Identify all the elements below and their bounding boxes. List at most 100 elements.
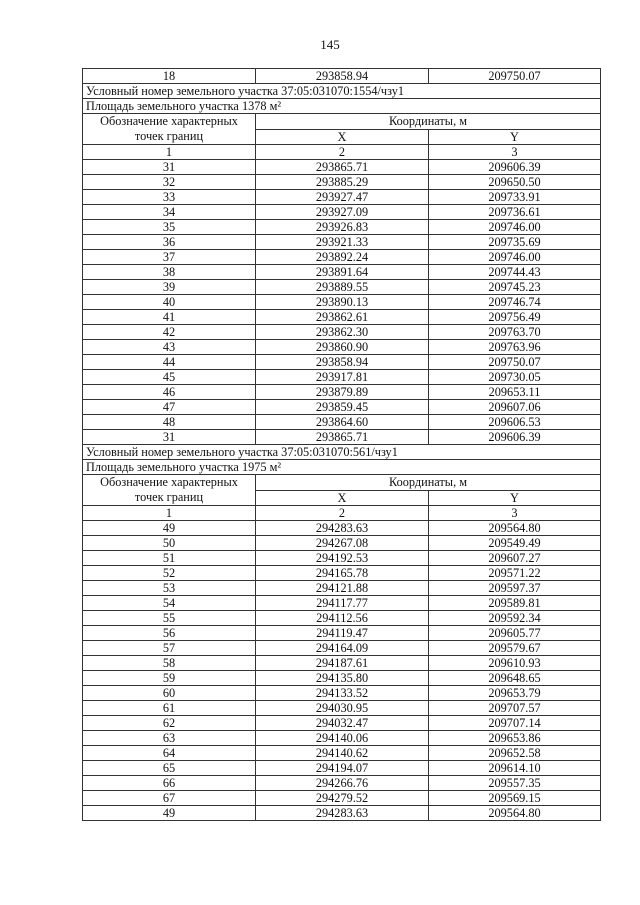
table-row: 59 294135.80 209648.65 [82, 670, 601, 686]
point-cell: 43 [82, 339, 256, 355]
table-row: 44 293858.94 209750.07 [82, 354, 601, 370]
table-row: 49 294283.63 209564.80 [82, 520, 601, 536]
column-number: 1 [82, 144, 256, 160]
table-row: 32 293885.29 209650.50 [82, 174, 601, 190]
parcel-area: Площадь земельного участка 1975 м² [82, 459, 601, 475]
point-cell: 57 [82, 640, 256, 656]
x-cell: 294279.52 [255, 790, 429, 806]
coords-header: Координаты, м [255, 474, 601, 491]
table-row: 34 293927.09 209736.61 [82, 204, 601, 220]
column-number: 2 [255, 144, 429, 160]
table-row: 39 293889.55 209745.23 [82, 279, 601, 295]
point-cell: 31 [82, 429, 256, 445]
table-row: 65 294194.07 209614.10 [82, 760, 601, 776]
coords-header: Координаты, м [255, 113, 601, 130]
y-cell: 209750.07 [428, 354, 601, 370]
header-row: Обозначение характерных точек границ Коорд… [82, 113, 601, 145]
x-cell: 294030.95 [255, 700, 429, 716]
y-cell: 209652.58 [428, 745, 601, 761]
column-number: 3 [428, 505, 601, 521]
parcel-number-row: Условный номер земельного участка 37:05:… [82, 83, 601, 99]
point-cell: 59 [82, 670, 256, 686]
y-cell: 209648.65 [428, 670, 601, 686]
y-cell: 209744.43 [428, 264, 601, 280]
parcel-area: Площадь земельного участка 1378 м² [82, 98, 601, 114]
point-cell: 31 [82, 159, 256, 175]
parcel-number: Условный номер земельного участка 37:05:… [82, 444, 601, 460]
page-number: 145 [320, 37, 340, 52]
y-cell: 209606.39 [428, 159, 601, 175]
y-cell: 209750.07 [428, 68, 601, 84]
point-cell: 63 [82, 730, 256, 746]
x-cell: 294283.63 [255, 805, 429, 821]
y-cell: 209736.61 [428, 204, 601, 220]
table-row: 53 294121.88 209597.37 [82, 580, 601, 596]
point-cell: 44 [82, 354, 256, 370]
table-row: 37 293892.24 209746.00 [82, 249, 601, 265]
table-row: 64 294140.62 209652.58 [82, 745, 601, 761]
table-row: 62 294032.47 209707.14 [82, 715, 601, 731]
table-row: 43 293860.90 209763.96 [82, 339, 601, 355]
point-header-line1: Обозначение характерных [100, 114, 238, 129]
table-row: 58 294187.61 209610.93 [82, 655, 601, 671]
x-cell: 294140.06 [255, 730, 429, 746]
x-cell: 294117.77 [255, 595, 429, 611]
x-cell: 294140.62 [255, 745, 429, 761]
y-cell: 209653.11 [428, 384, 601, 400]
y-cell: 209746.00 [428, 219, 601, 235]
y-cell: 209606.39 [428, 429, 601, 445]
x-cell: 293921.33 [255, 234, 429, 250]
y-cell: 209730.05 [428, 369, 601, 385]
table-row: 47 293859.45 209607.06 [82, 399, 601, 415]
x-cell: 294121.88 [255, 580, 429, 596]
y-cell: 209569.15 [428, 790, 601, 806]
x-cell: 293927.47 [255, 189, 429, 205]
point-cell: 66 [82, 775, 256, 791]
point-cell: 54 [82, 595, 256, 611]
point-cell: 32 [82, 174, 256, 190]
table-row: 54 294117.77 209589.81 [82, 595, 601, 611]
x-cell: 293858.94 [255, 68, 429, 84]
column-number: 1 [82, 505, 256, 521]
y-cell: 209571.22 [428, 565, 601, 581]
table-row: 52 294165.78 209571.22 [82, 565, 601, 581]
table-row: 31 293865.71 209606.39 [82, 159, 601, 175]
y-cell: 209579.67 [428, 640, 601, 656]
point-cell: 42 [82, 324, 256, 340]
x-cell: 293889.55 [255, 279, 429, 295]
point-cell: 38 [82, 264, 256, 280]
y-cell: 209564.80 [428, 520, 601, 536]
y-cell: 209763.96 [428, 339, 601, 355]
x-cell: 294267.08 [255, 535, 429, 551]
y-cell: 209592.34 [428, 610, 601, 626]
table-row: 67 294279.52 209569.15 [82, 790, 601, 806]
point-cell: 62 [82, 715, 256, 731]
point-cell: 37 [82, 249, 256, 265]
x-header: X [255, 489, 429, 506]
table-row: 61 294030.95 209707.57 [82, 700, 601, 716]
x-cell: 294187.61 [255, 655, 429, 671]
y-cell: 209707.14 [428, 715, 601, 731]
point-cell: 50 [82, 535, 256, 551]
parcel-number: Условный номер земельного участка 37:05:… [82, 83, 601, 99]
y-cell: 209735.69 [428, 234, 601, 250]
table-row: 55 294112.56 209592.34 [82, 610, 601, 626]
header-row: Обозначение характерных точек границ Коорд… [82, 474, 601, 506]
table-row: 66 294266.76 209557.35 [82, 775, 601, 791]
table-row: 63 294140.06 209653.86 [82, 730, 601, 746]
y-header: Y [428, 489, 601, 506]
point-cell: 51 [82, 550, 256, 566]
parcel-number-row: Условный номер земельного участка 37:05:… [82, 444, 601, 460]
x-cell: 294112.56 [255, 610, 429, 626]
point-header: Обозначение характерных точек границ [82, 113, 256, 145]
y-cell: 209650.50 [428, 174, 601, 190]
table-row: 49 294283.63 209564.80 [82, 805, 601, 821]
x-cell: 294032.47 [255, 715, 429, 731]
x-cell: 294194.07 [255, 760, 429, 776]
x-cell: 293879.89 [255, 384, 429, 400]
x-cell: 294283.63 [255, 520, 429, 536]
column-number: 2 [255, 505, 429, 521]
point-cell: 35 [82, 219, 256, 235]
x-cell: 293865.71 [255, 429, 429, 445]
